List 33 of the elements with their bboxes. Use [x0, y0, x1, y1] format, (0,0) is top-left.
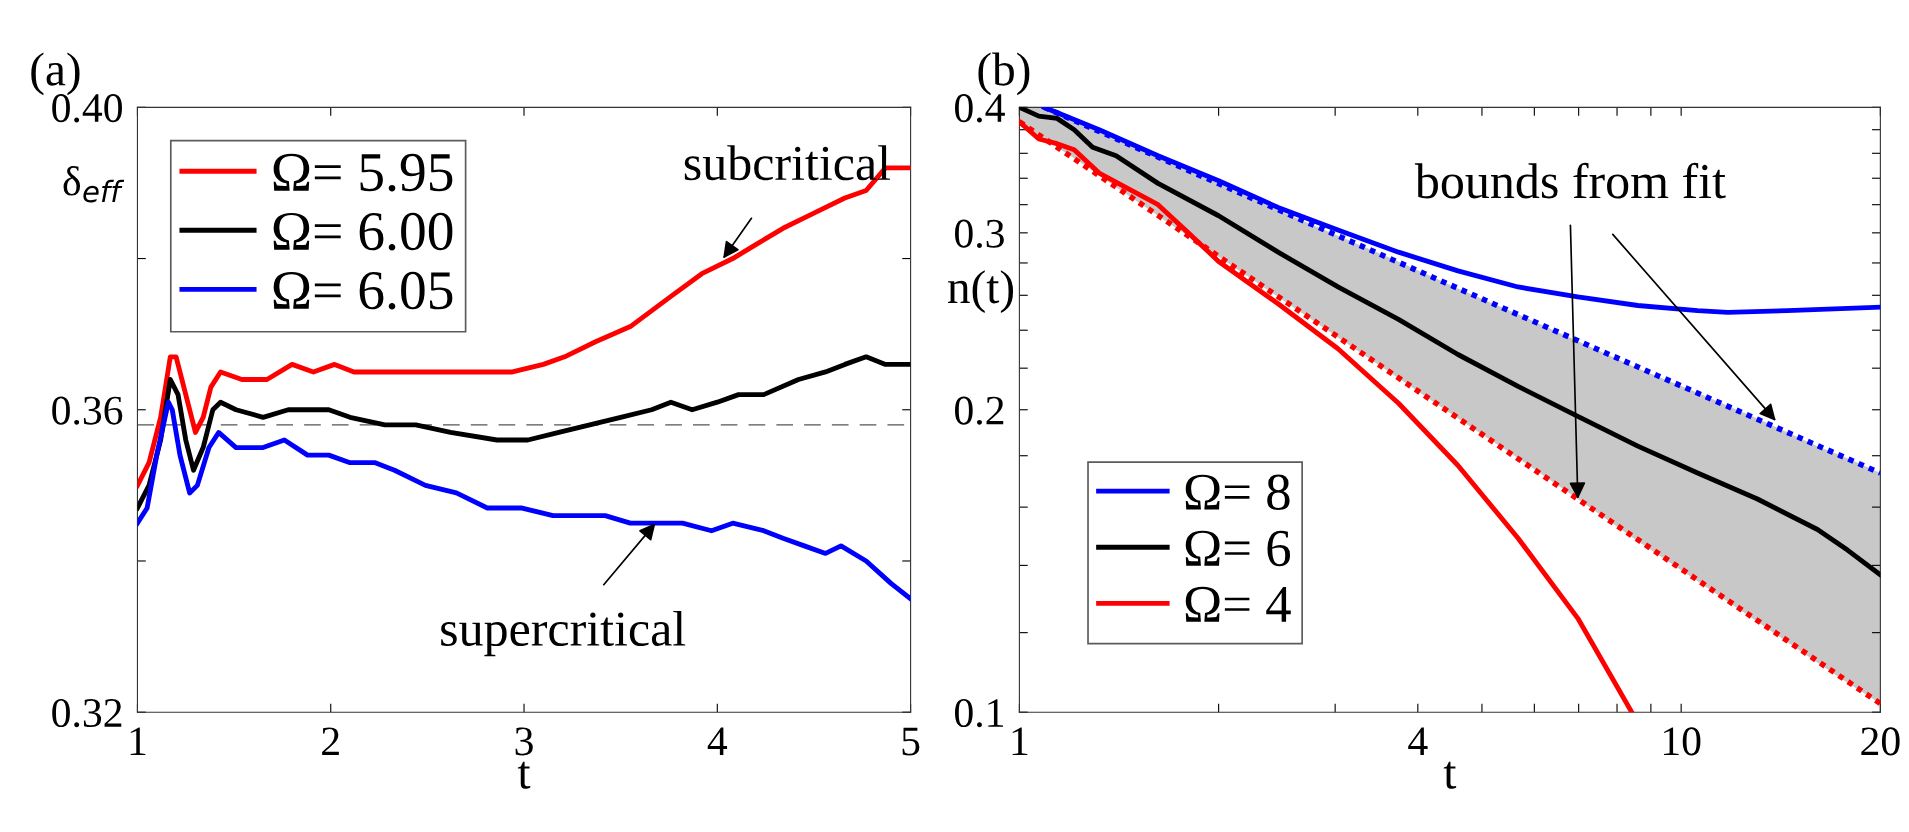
y-axis-title: n(t)	[948, 270, 1014, 313]
legend-label: Ω= 8	[1185, 474, 1290, 511]
x-tick-label: 20	[1861, 727, 1900, 756]
legend-label: Ω= 6.05	[273, 271, 453, 310]
x-axis-title: t	[517, 761, 531, 789]
x-tick-label: 1	[130, 727, 146, 755]
y-axis-title: δ$_{eff}$	[63, 166, 125, 203]
y-tick-label: 0.2	[955, 396, 1004, 425]
chart-title: (b)	[978, 52, 1030, 96]
x-tick-label: 1	[1012, 727, 1028, 755]
y-tick-label: 0.36	[52, 396, 123, 425]
y-tick-label: 0.40	[52, 94, 122, 123]
line-series	[137, 354, 911, 511]
legend-label: Ω= 5.95	[273, 153, 453, 192]
annotation: supercritical	[441, 610, 686, 657]
y-tick-label: 0.3	[955, 219, 1004, 248]
y-tick-label: 0.32	[52, 698, 122, 728]
line-series	[137, 399, 911, 602]
x-tick-label: 5	[902, 727, 920, 756]
y-tick-label: 0.4	[955, 94, 1005, 123]
x-tick-label: 10	[1663, 727, 1701, 756]
x-axis-title: t	[1443, 761, 1457, 789]
annotation: subcritical	[684, 145, 891, 181]
y-tick-label: 0.1	[955, 698, 1004, 728]
legend-label: Ω= 6	[1185, 530, 1291, 567]
chart-title: (a)	[31, 52, 80, 96]
x-tick-label: 4	[707, 727, 728, 755]
x-tick-label: 2	[322, 727, 339, 755]
x-tick-label: 4	[1408, 727, 1428, 755]
legend-label: Ω= 4	[1185, 586, 1291, 622]
x-tick-label: 3	[515, 727, 533, 756]
legend-label: Ω= 6.00	[273, 212, 453, 251]
annotation: bounds from fit	[1414, 162, 1726, 199]
